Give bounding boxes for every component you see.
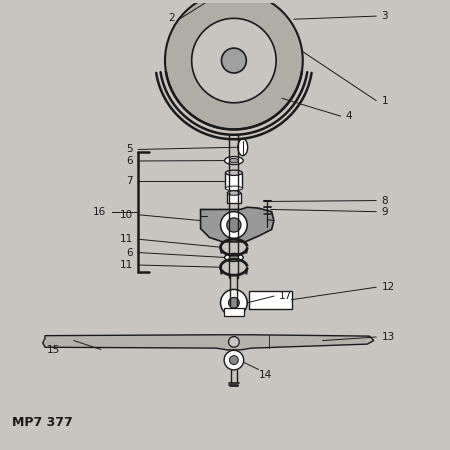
Polygon shape — [201, 207, 274, 242]
Ellipse shape — [238, 139, 248, 156]
Text: 16: 16 — [93, 207, 106, 216]
Text: 12: 12 — [382, 282, 395, 292]
Text: 11: 11 — [120, 260, 133, 270]
Text: 3: 3 — [382, 11, 388, 21]
Text: 1: 1 — [382, 95, 388, 106]
Text: MP7 377: MP7 377 — [12, 416, 72, 429]
Ellipse shape — [225, 186, 243, 190]
Text: 15: 15 — [47, 345, 61, 356]
Ellipse shape — [227, 191, 241, 195]
Ellipse shape — [230, 255, 238, 260]
Circle shape — [230, 356, 238, 364]
Polygon shape — [43, 335, 374, 350]
Bar — [225, 173, 243, 189]
Text: 11: 11 — [120, 234, 133, 244]
Polygon shape — [249, 291, 292, 310]
Text: 6: 6 — [126, 248, 133, 257]
Circle shape — [229, 337, 239, 347]
Circle shape — [221, 48, 246, 73]
Circle shape — [165, 0, 303, 130]
Ellipse shape — [225, 253, 243, 261]
Ellipse shape — [230, 158, 238, 163]
Circle shape — [220, 212, 247, 239]
Circle shape — [220, 289, 247, 316]
Text: 7: 7 — [126, 176, 133, 185]
Text: 2: 2 — [169, 14, 175, 23]
Circle shape — [192, 18, 276, 103]
Text: 10: 10 — [120, 210, 133, 220]
Text: 9: 9 — [382, 207, 388, 216]
Text: 13: 13 — [382, 332, 395, 342]
Circle shape — [224, 351, 243, 370]
Text: 6: 6 — [126, 156, 133, 166]
Bar — [224, 308, 243, 316]
Bar — [227, 193, 241, 203]
Text: 4: 4 — [346, 111, 352, 121]
Circle shape — [227, 218, 241, 232]
Text: 8: 8 — [382, 196, 388, 206]
Circle shape — [229, 297, 239, 308]
Text: 14: 14 — [259, 370, 272, 380]
Text: 5: 5 — [126, 144, 133, 154]
Ellipse shape — [225, 157, 243, 165]
Ellipse shape — [225, 170, 243, 176]
Text: 17: 17 — [279, 291, 292, 301]
